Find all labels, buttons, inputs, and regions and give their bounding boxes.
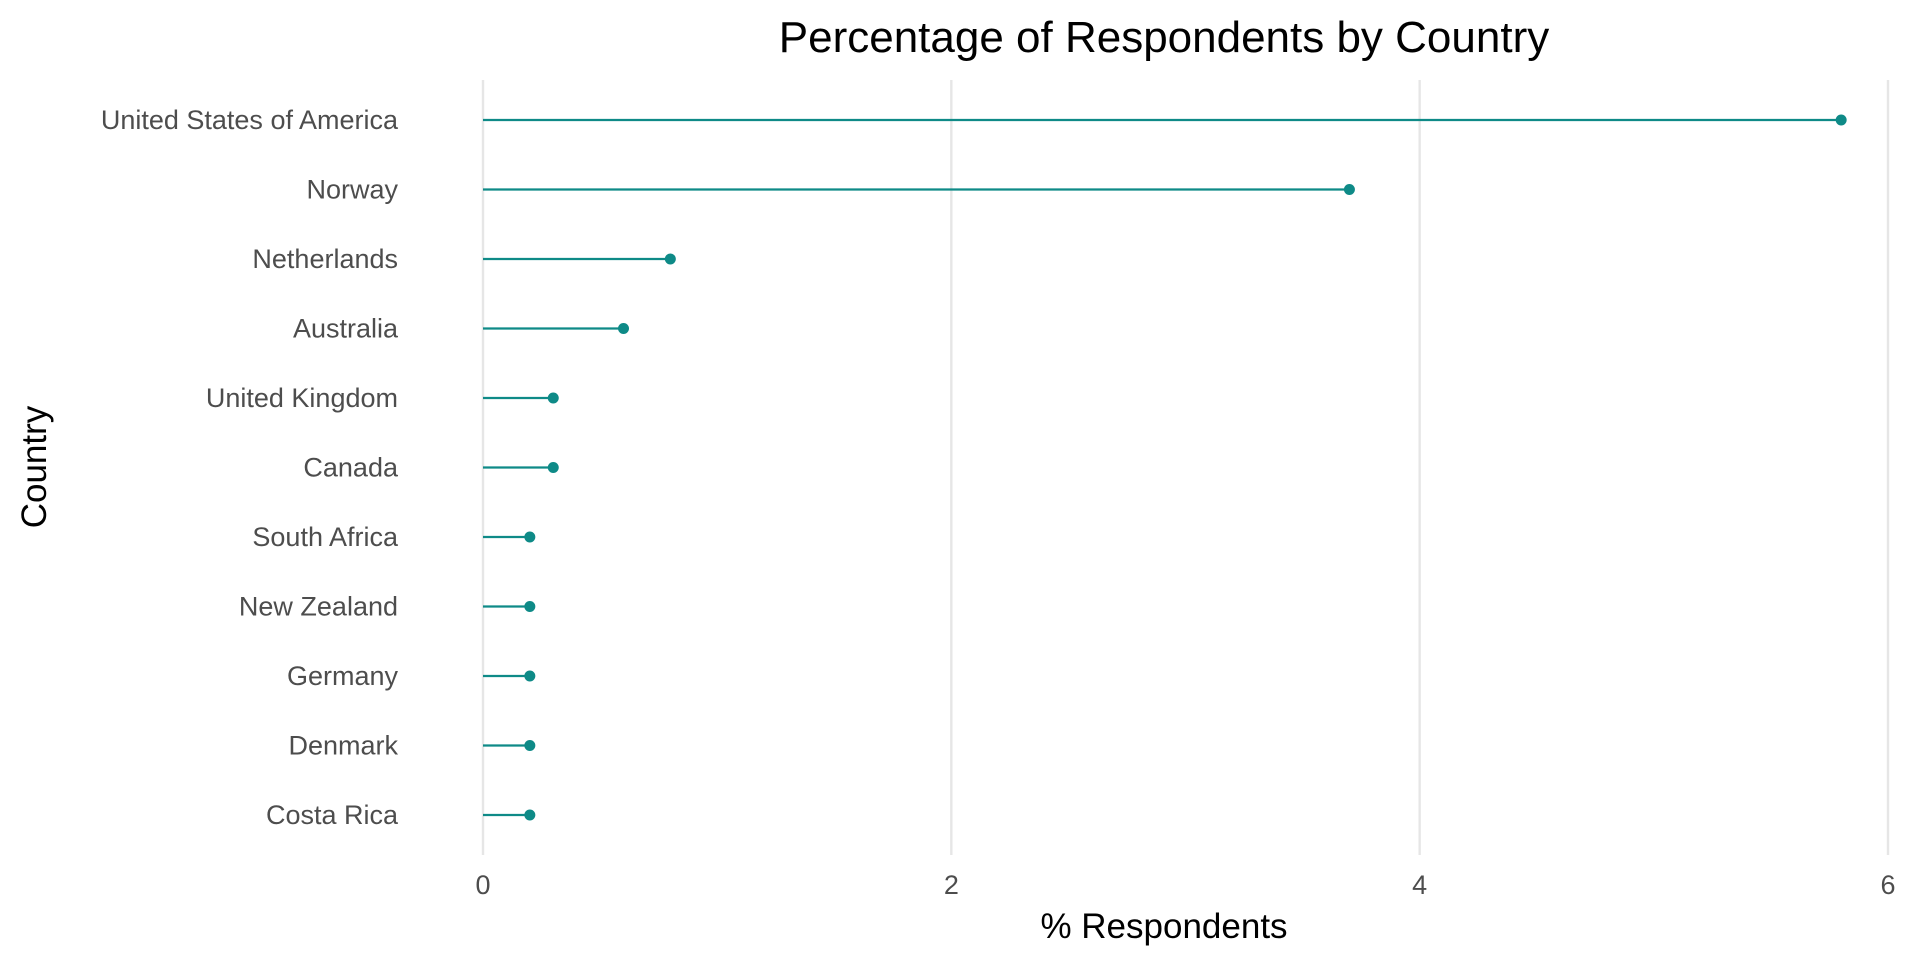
lollipop-point [618, 323, 629, 334]
x-tick-labels: 0 2 4 6 [475, 870, 1895, 900]
lollipop-point [524, 670, 536, 682]
lollipop-point [1835, 114, 1847, 126]
lollipop-point [524, 601, 536, 612]
y-tick-labels: United States of America Norway Netherland… [101, 105, 399, 830]
lollipop-point [524, 809, 536, 821]
y-tick-label: United Kingdom [206, 383, 398, 413]
y-tick-label: Australia [293, 314, 399, 344]
x-tick-label: 2 [944, 870, 959, 900]
lollipop-point [1343, 184, 1355, 195]
lollipop-point [524, 740, 536, 751]
x-tick-label: 6 [1880, 870, 1895, 900]
x-tick-label: 0 [475, 870, 490, 900]
x-axis-title: % Respondents [1040, 907, 1287, 946]
y-tick-label: Netherlands [252, 244, 398, 274]
lollipop-point [547, 392, 559, 404]
y-tick-label: Denmark [288, 731, 398, 761]
lollipop-point [524, 531, 536, 543]
lollipop-point [547, 462, 559, 473]
x-tick-label: 4 [1412, 870, 1427, 900]
grid-lines [481, 80, 1890, 855]
y-tick-label: Germany [287, 661, 399, 691]
y-tick-label: Canada [303, 453, 399, 483]
y-tick-label: South Africa [252, 522, 399, 552]
chart-title: Percentage of Respondents by Country [779, 13, 1549, 62]
data-marks [483, 114, 1847, 821]
y-tick-label: Costa Rica [266, 800, 399, 830]
y-tick-label: Norway [306, 175, 398, 205]
lollipop-point [664, 253, 676, 265]
y-axis-title: Country [15, 405, 54, 528]
y-tick-label: New Zealand [239, 592, 398, 622]
y-tick-label: United States of America [101, 105, 399, 135]
